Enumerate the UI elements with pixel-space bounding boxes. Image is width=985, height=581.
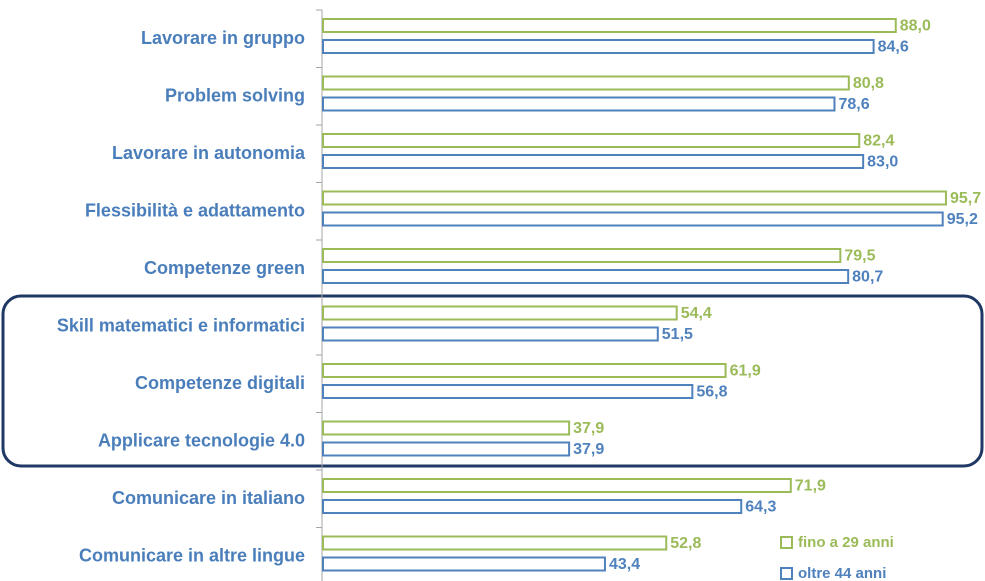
value-label: 54,4 [681, 305, 712, 322]
value-label: 84,6 [878, 39, 909, 56]
value-label: 52,8 [670, 535, 701, 552]
value-label: 95,7 [950, 190, 981, 207]
value-label: 71,9 [795, 478, 826, 495]
category-label: Lavorare in autonomia [112, 143, 306, 163]
category-label: Skill matematici e informatici [57, 315, 305, 335]
bar [322, 96, 836, 112]
bar [322, 499, 743, 514]
bar [322, 248, 842, 263]
value-label: 61,9 [730, 363, 761, 380]
bar [322, 154, 865, 169]
value-label: 95,2 [947, 211, 978, 228]
value-label: 82,4 [863, 133, 894, 150]
category-label: Comunicare in altre lingue [79, 545, 305, 565]
value-label: 88,0 [900, 18, 931, 35]
highlight-box [1, 294, 984, 468]
value-label: 43,4 [609, 556, 640, 573]
legend-swatch [780, 536, 793, 549]
category-label: Competenze digitali [135, 373, 305, 393]
bar [322, 478, 792, 493]
legend-label: fino a 29 anni [798, 534, 894, 551]
bar [322, 305, 678, 321]
value-label: 51,5 [662, 326, 693, 343]
value-label: 79,5 [844, 248, 875, 265]
value-label: 80,7 [852, 269, 883, 286]
bar [322, 18, 897, 33]
value-label: 83,0 [867, 154, 898, 171]
category-label: Lavorare in gruppo [141, 28, 305, 48]
category-label: Problem solving [165, 85, 305, 105]
value-label: 56,8 [696, 384, 727, 401]
bar [322, 326, 659, 342]
bar [322, 133, 861, 148]
bar [322, 441, 571, 457]
category-label: Competenze green [144, 258, 305, 278]
category-label: Comunicare in italiano [112, 488, 305, 508]
value-label: 80,8 [853, 75, 884, 92]
bar [322, 39, 875, 54]
bar [322, 384, 694, 399]
value-label: 37,9 [573, 441, 604, 458]
value-label: 64,3 [745, 499, 776, 516]
category-label: Flessibilità e adattamento [85, 200, 305, 220]
bar [322, 75, 850, 91]
bar [322, 556, 606, 572]
legend-swatch [780, 567, 793, 580]
bar [322, 363, 727, 378]
bar [322, 269, 850, 284]
category-label: Applicare tecnologie 4.0 [98, 430, 305, 450]
bar [322, 190, 947, 206]
value-label: 78,6 [838, 96, 869, 113]
bar [322, 535, 668, 551]
bar [322, 420, 571, 436]
legend-label: oltre 44 anni [798, 565, 886, 581]
value-label: 37,9 [573, 420, 604, 437]
bar [322, 211, 944, 227]
